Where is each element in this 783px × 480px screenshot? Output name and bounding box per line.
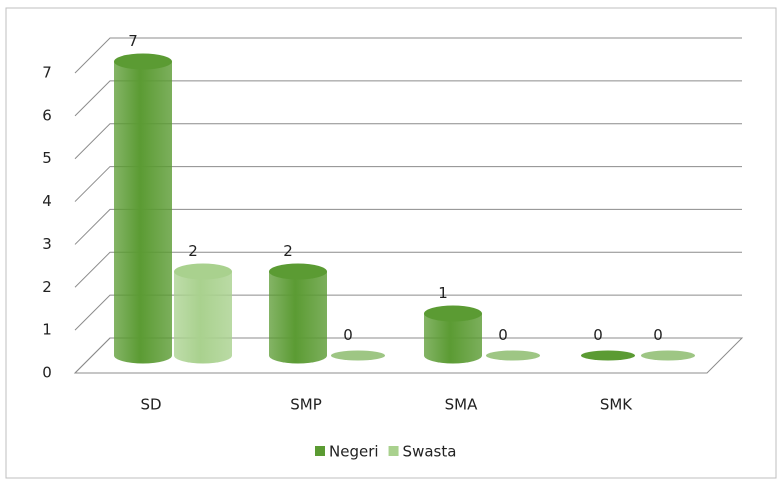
x-tick-label: SMK (600, 396, 633, 414)
bar (331, 350, 385, 361)
grid-line (74, 294, 742, 331)
value-label: 2 (283, 242, 293, 260)
x-tick-label: SD (140, 396, 161, 414)
value-label: 2 (188, 242, 198, 260)
grid-line (74, 337, 742, 374)
value-label: 1 (438, 284, 448, 302)
bar (486, 350, 540, 361)
y-tick-label: 0 (42, 364, 52, 382)
y-tick-label: 5 (42, 149, 52, 167)
grid-line (74, 166, 742, 202)
bar (424, 305, 482, 364)
legend-label: Negeri (329, 443, 379, 461)
bar (269, 263, 327, 364)
value-label: 0 (343, 326, 353, 344)
value-label: 0 (498, 326, 508, 344)
x-tick-label: SMA (445, 396, 478, 414)
value-label: 0 (653, 326, 663, 344)
grid-line (74, 123, 742, 160)
y-tick-label: 7 (42, 64, 52, 82)
value-label: 0 (593, 326, 603, 344)
legend-swatch (315, 446, 325, 456)
y-tick-label: 4 (42, 192, 52, 210)
bar (114, 53, 172, 364)
x-tick-label: SMP (290, 396, 322, 414)
y-tick-label: 3 (42, 235, 52, 253)
grid-line (74, 80, 742, 117)
value-label: 7 (128, 32, 138, 50)
bar (581, 350, 635, 361)
grid-line (74, 251, 742, 288)
y-tick-label: 2 (42, 278, 52, 296)
grid-line (74, 37, 742, 74)
grid-line (74, 208, 742, 245)
legend-label: Swasta (403, 443, 457, 461)
bar (641, 350, 695, 361)
bar (174, 263, 232, 364)
y-tick-label: 6 (42, 106, 52, 124)
y-tick-label: 1 (42, 321, 52, 339)
legend-swatch (388, 446, 399, 456)
